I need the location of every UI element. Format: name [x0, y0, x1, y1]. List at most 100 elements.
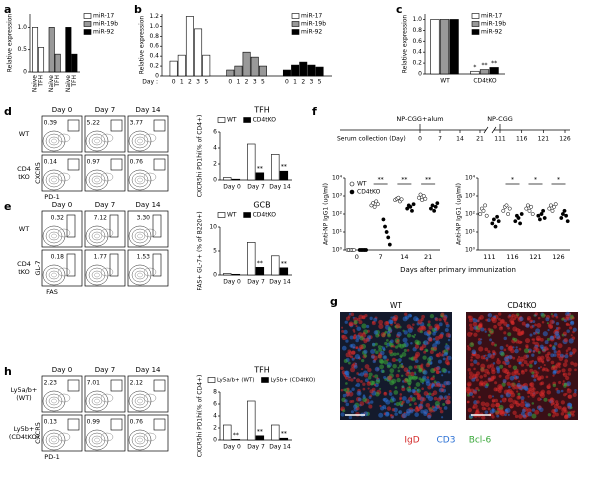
x-tick-label: 1 [293, 79, 297, 86]
micrograph-signal [378, 347, 383, 352]
micrograph-signal [544, 353, 550, 358]
x-tick-label: Day 0 [223, 444, 241, 451]
legend-label: miR-17 [481, 13, 502, 20]
data-point [408, 204, 413, 209]
micrograph-signal [413, 316, 419, 322]
micrograph-signal [391, 408, 395, 412]
x-tick-label: 2 [188, 79, 192, 86]
micrograph-signal [439, 409, 444, 414]
micrograph-signal [378, 358, 384, 364]
micrograph-signal [485, 383, 490, 387]
micrograph-signal [490, 403, 496, 408]
y-tick-label: 10⁴ [465, 175, 476, 182]
contour [143, 172, 157, 182]
timeline-day: 7 [438, 136, 442, 143]
micrograph-signal [472, 406, 475, 409]
micrograph-signal [419, 346, 424, 351]
data-point [405, 206, 410, 211]
micrograph-signal [535, 391, 539, 395]
micrograph-signal [367, 367, 372, 373]
micrograph-signal [479, 375, 484, 379]
micrograph-signal [401, 385, 404, 389]
x-tick-label: TFH [38, 75, 45, 88]
contour [85, 169, 109, 191]
micrograph-signal [499, 345, 504, 350]
column-header: Day 0 [52, 366, 73, 374]
micrograph-signal [350, 312, 355, 317]
gate [66, 253, 76, 277]
contour [51, 177, 57, 183]
y-tick-label: 1.2 [149, 13, 159, 20]
contour [143, 267, 157, 277]
micrograph-signal [469, 326, 474, 331]
micrograph-signal [421, 397, 426, 402]
significance: ** [257, 165, 263, 172]
micrograph-signal [501, 382, 506, 387]
channel-label: IgD [404, 436, 419, 446]
micrograph-signal [555, 321, 560, 326]
data-point [506, 212, 511, 216]
micrograph-signal [547, 398, 551, 402]
micrograph-signal [349, 400, 353, 404]
contour [45, 228, 63, 244]
legend-label: miR-19b [481, 21, 506, 28]
y-tick-label: 2 [213, 161, 217, 168]
micrograph-signal [399, 393, 403, 396]
contour [91, 270, 103, 280]
micrograph-signal [499, 364, 504, 369]
y-tick-label: 5 [213, 248, 217, 255]
micrograph-signal [552, 383, 557, 388]
y-tick-label: 10² [332, 211, 343, 218]
bar [169, 60, 178, 77]
data-point [364, 248, 369, 252]
micrograph-signal [534, 362, 537, 365]
y-tick-label: 10¹ [332, 229, 343, 236]
micrograph-signal [358, 314, 364, 320]
contour [94, 177, 100, 183]
micrograph-signal [378, 412, 384, 418]
contour [57, 172, 71, 182]
contour [137, 398, 143, 404]
micrograph-signal [442, 357, 446, 361]
contour [42, 264, 66, 286]
x-tick-label: Day 7 [247, 279, 265, 286]
micrograph-signal [369, 316, 373, 320]
micrograph-signal [537, 397, 542, 402]
contour [134, 270, 146, 280]
contour [143, 133, 157, 143]
data-point [399, 197, 404, 202]
bar [231, 273, 241, 276]
bar [32, 27, 39, 73]
contour [88, 432, 106, 448]
bar [223, 424, 232, 441]
micrograph-signal [402, 396, 407, 401]
data-point [372, 204, 377, 209]
bar [271, 255, 280, 276]
contour [51, 398, 57, 404]
bar [194, 28, 203, 77]
micrograph-signal [447, 370, 451, 374]
micrograph-signal [532, 350, 535, 353]
micrograph-signal [490, 316, 496, 322]
micrograph-signal [401, 413, 407, 419]
micrograph-signal [525, 403, 529, 408]
micrograph-signal [507, 315, 511, 319]
micrograph-signal [558, 380, 562, 385]
micrograph-signal [566, 329, 570, 333]
micrograph-signal [484, 402, 490, 407]
micrograph-signal [498, 317, 501, 321]
micrograph-signal [436, 397, 442, 402]
micrograph-signal [420, 409, 425, 414]
micrograph-signal [534, 409, 540, 415]
micrograph-signal [500, 326, 503, 329]
micrograph-signal [349, 390, 352, 393]
gate-percentage: 7.12 [94, 215, 108, 222]
micrograph-signal [546, 322, 549, 325]
x-tick-label: TFH [71, 75, 78, 88]
micrograph-signal [370, 349, 376, 355]
bar [279, 170, 289, 181]
micrograph-signal [420, 400, 424, 405]
contour [100, 393, 114, 403]
micrograph-signal [386, 333, 392, 338]
micrograph-signal [499, 400, 502, 403]
